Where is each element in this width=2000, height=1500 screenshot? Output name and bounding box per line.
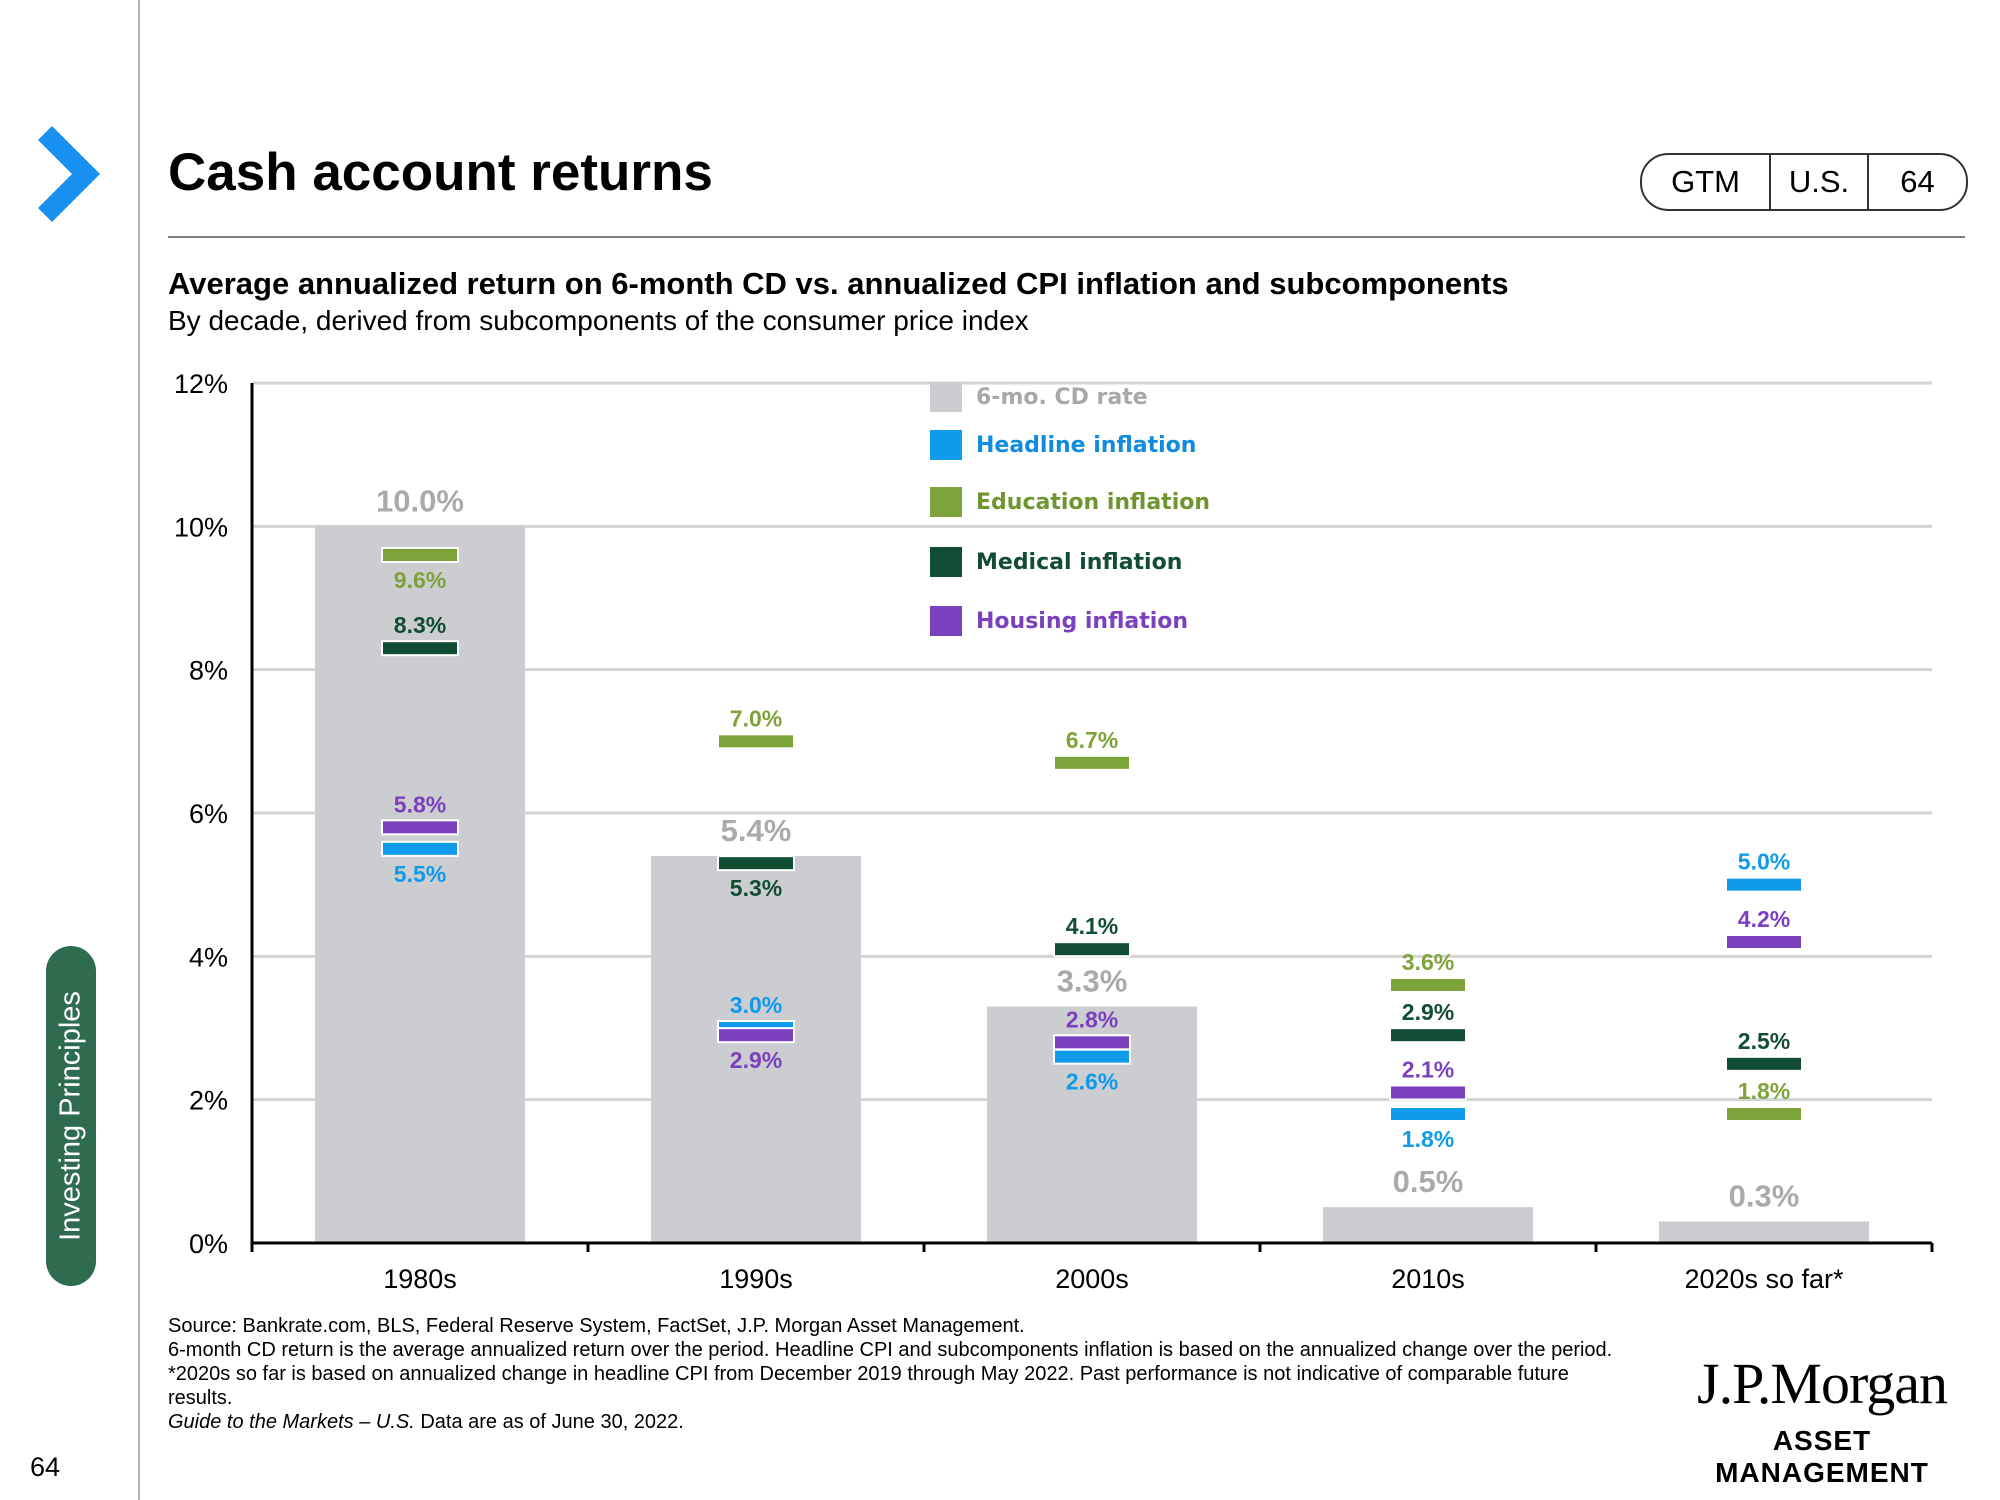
page-title: Cash account returns	[168, 143, 713, 202]
legend-label-medical: Medical inflation	[976, 549, 1183, 575]
footnote-source: Source: Bankrate.com, BLS, Federal Reser…	[168, 1315, 1025, 1337]
housing-marker	[1725, 934, 1803, 950]
housing-marker-label: 2.1%	[1402, 1057, 1454, 1083]
medical-marker	[1389, 1027, 1467, 1044]
housing-marker-label: 2.9%	[730, 1047, 782, 1073]
housing-marker	[717, 1027, 795, 1044]
cd-bar-label: 10.0%	[376, 483, 464, 518]
cd-bar	[1659, 1221, 1869, 1243]
education-marker-label: 6.7%	[1066, 727, 1118, 753]
x-tick-label: 1990s	[719, 1264, 793, 1294]
cd-bar-label: 0.5%	[1393, 1164, 1464, 1199]
headline-marker-label: 2.6%	[1066, 1069, 1118, 1095]
headline-marker	[1389, 1106, 1467, 1122]
chart-title: Average annualized return on 6-month CD …	[168, 266, 1509, 301]
headline-marker-label: 3.0%	[730, 992, 782, 1018]
sidebar-divider	[138, 0, 140, 1500]
housing-marker	[1053, 1034, 1131, 1051]
medical-marker-label: 2.5%	[1738, 1028, 1790, 1054]
headline-marker	[1725, 876, 1803, 893]
x-tick-label: 1980s	[383, 1264, 457, 1294]
cd-bar	[1323, 1207, 1533, 1243]
legend-swatch-education	[930, 487, 962, 517]
tag-region: U.S.	[1771, 155, 1869, 209]
cd-bar-label: 0.3%	[1729, 1179, 1800, 1214]
header-tags: GTM U.S. 64	[1640, 153, 1968, 211]
housing-marker	[381, 819, 459, 836]
legend-swatch-housing	[930, 606, 962, 636]
cd-bar	[651, 856, 861, 1243]
headline-marker-label: 1.8%	[1402, 1126, 1454, 1152]
education-marker-label: 3.6%	[1402, 949, 1454, 975]
medical-marker	[717, 855, 795, 872]
footnote-guide: Guide to the Markets – U.S. Data are as …	[168, 1410, 1638, 1434]
medical-marker	[1725, 1055, 1803, 1072]
medical-marker-label: 8.3%	[394, 612, 446, 638]
education-marker-label: 9.6%	[394, 567, 446, 593]
headline-marker-label: 5.5%	[394, 861, 446, 887]
title-divider	[168, 236, 1965, 238]
y-tick-label: 6%	[189, 799, 228, 829]
legend-item-headline: Headline inflation	[930, 430, 1196, 460]
footnote-note: 6-month CD return is the average annuali…	[168, 1339, 1613, 1409]
education-marker	[1389, 977, 1467, 993]
education-marker	[717, 733, 795, 750]
medical-marker	[381, 640, 459, 657]
y-tick-label: 2%	[189, 1086, 228, 1116]
footnote-guide-date: Data are as of June 30, 2022.	[414, 1411, 684, 1433]
housing-marker-label: 4.2%	[1738, 906, 1790, 932]
legend-swatch-headline	[930, 430, 962, 460]
page-number: 64	[30, 1452, 61, 1482]
housing-marker	[1389, 1084, 1467, 1101]
cd-bar-label: 5.4%	[721, 813, 792, 848]
legend-swatch-medical	[930, 547, 962, 577]
legend-label-cd: 6-mo. CD rate	[976, 384, 1148, 410]
medical-marker-label: 5.3%	[730, 875, 782, 901]
logo-subtitle: ASSET MANAGEMENT	[1715, 1425, 1929, 1488]
housing-marker-label: 2.8%	[1066, 1006, 1118, 1032]
education-marker	[381, 547, 459, 563]
legend-item-education: Education inflation	[930, 487, 1210, 517]
y-tick-label: 0%	[189, 1229, 228, 1259]
legend-label-education: Education inflation	[976, 489, 1211, 515]
tag-page: 64	[1900, 164, 1935, 199]
education-marker	[1725, 1106, 1803, 1122]
legend-item-housing: Housing inflation	[930, 606, 1188, 636]
x-tick-label: 2010s	[1391, 1264, 1465, 1294]
education-marker	[1053, 754, 1131, 771]
jpmorgan-logo: J.P.Morgan ASSET MANAGEMENT	[1682, 1350, 1962, 1489]
medical-marker-label: 2.9%	[1402, 999, 1454, 1025]
headline-marker	[1053, 1048, 1131, 1065]
footnotes: Source: Bankrate.com, BLS, Federal Reser…	[168, 1314, 1638, 1434]
legend-item-cd: 6-mo. CD rate	[930, 382, 1148, 412]
medical-marker-label: 4.1%	[1066, 913, 1118, 939]
y-tick-label: 12%	[174, 369, 228, 399]
legend-item-medical: Medical inflation	[930, 547, 1182, 577]
y-tick-label: 8%	[189, 656, 228, 686]
logo-wordmark: J.P.Morgan	[1697, 1351, 1948, 1416]
cd-bar-label: 3.3%	[1057, 964, 1128, 999]
headline-marker	[381, 840, 459, 857]
tag-gtm: GTM	[1642, 155, 1771, 209]
footnote-guide-title: Guide to the Markets – U.S.	[168, 1411, 415, 1433]
education-marker-label: 1.8%	[1738, 1078, 1790, 1104]
x-tick-label: 2020s so far*	[1684, 1264, 1844, 1294]
y-tick-label: 4%	[189, 942, 228, 972]
legend-label-headline: Headline inflation	[976, 432, 1197, 458]
section-tab[interactable]: Investing Principles	[46, 946, 96, 1286]
legend-label-housing: Housing inflation	[976, 608, 1189, 634]
chevron-right-icon	[38, 126, 100, 222]
section-tab-label: Investing Principles	[54, 991, 87, 1241]
legend-swatch-cd	[930, 382, 962, 412]
x-tick-label: 2000s	[1055, 1264, 1129, 1294]
medical-marker	[1053, 941, 1131, 958]
chart-subtitle: By decade, derived from subcomponents of…	[168, 305, 1029, 336]
education-marker-label: 7.0%	[730, 705, 782, 731]
housing-marker-label: 5.8%	[394, 791, 446, 817]
y-tick-label: 10%	[174, 512, 228, 542]
headline-marker-label: 5.0%	[1738, 849, 1790, 875]
